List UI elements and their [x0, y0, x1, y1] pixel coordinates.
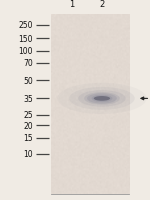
Text: 1: 1: [70, 0, 75, 9]
Ellipse shape: [92, 95, 112, 103]
Ellipse shape: [87, 94, 117, 104]
Text: 70: 70: [23, 59, 33, 68]
Text: 20: 20: [23, 121, 33, 130]
Text: 15: 15: [23, 134, 33, 143]
Text: 35: 35: [23, 94, 33, 103]
Bar: [51, 16, 129, 194]
Text: 150: 150: [18, 35, 33, 44]
Text: 2: 2: [99, 0, 105, 9]
Text: 50: 50: [23, 77, 33, 86]
Text: 25: 25: [23, 110, 33, 119]
Text: 100: 100: [18, 47, 33, 56]
Ellipse shape: [94, 97, 110, 101]
Ellipse shape: [57, 83, 147, 114]
Text: 250: 250: [18, 21, 33, 30]
Text: 10: 10: [23, 150, 33, 159]
Ellipse shape: [69, 88, 135, 110]
Ellipse shape: [84, 93, 120, 105]
Ellipse shape: [78, 91, 126, 107]
